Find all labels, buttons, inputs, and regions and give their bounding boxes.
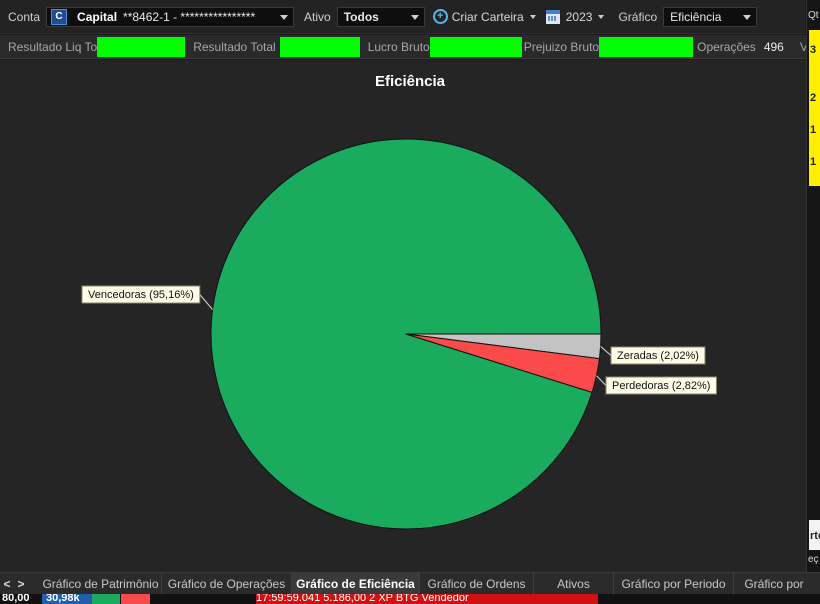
right-panel-value-4: 1: [810, 156, 817, 168]
strip-left-value: 80,00: [2, 594, 30, 604]
leader-line: [199, 294, 213, 310]
calendar-icon: [545, 9, 560, 24]
operations-label: Operações: [697, 39, 756, 54]
gross-profit-redacted: [429, 36, 522, 57]
tab-patrimonio[interactable]: Gráfico de Patrimônio: [40, 572, 162, 595]
caret-down-icon: [529, 14, 536, 19]
tabs-prev-button[interactable]: <: [3, 576, 11, 591]
svg-text:Zeradas (2,02%): Zeradas (2,02%): [617, 350, 699, 362]
conta-label: Conta: [8, 9, 41, 24]
operations-value: 496: [763, 39, 784, 54]
right-panel-value-3: 1: [810, 124, 817, 136]
year-select[interactable]: 2023: [545, 9, 605, 24]
tab-ordens[interactable]: Gráfico de Ordens: [420, 572, 534, 595]
create-portfolio-button[interactable]: + Criar Carteira: [432, 9, 536, 24]
create-portfolio-label: Criar Carteira: [451, 9, 524, 24]
chart-title: Eficiência: [375, 73, 446, 90]
strip-trade-row: 17:59:59.041 5.186,00 2 XP BTG Vendedor: [256, 594, 598, 604]
winners-label: Vencedora: [792, 40, 806, 54]
chevron-down-icon: [280, 14, 289, 20]
caret-down-icon: [598, 14, 605, 19]
right-panel-value-1: 3: [810, 44, 817, 56]
right-panel-bottom-1: rte: [810, 530, 820, 542]
chart-type-select[interactable]: Eficiência: [663, 6, 758, 27]
plus-circle-icon: +: [432, 9, 448, 24]
asset-select[interactable]: Todos: [336, 6, 425, 27]
right-panel-header: Qt: [808, 10, 819, 21]
right-panel-value-2: 2: [810, 92, 817, 104]
asset-select-value: Todos: [343, 9, 379, 24]
capital-logo-icon: C: [51, 8, 68, 25]
pie-label-perdedoras: Perdedoras (2,82%): [605, 376, 717, 395]
leader-line: [600, 345, 612, 356]
tab-periodo[interactable]: Gráfico por Periodo: [614, 572, 734, 595]
strip-blue-value: 30,98k: [42, 594, 92, 604]
pie-labels: Vencedoras (95,16%) Zeradas (2,02%) Perded…: [81, 285, 717, 395]
gross-loss-redacted: [599, 36, 694, 57]
account-number: **8462-1 - ****************: [123, 9, 256, 24]
account-select[interactable]: C Capital **8462-1 - ****************: [46, 6, 295, 27]
stats-bar: Resultado Liq To Resultado Total Lucro B…: [0, 35, 806, 59]
svg-text:Perdedoras (2,82%): Perdedoras (2,82%): [612, 380, 710, 392]
chart-type-value: Eficiência: [670, 9, 722, 24]
strip-red-bar: [121, 594, 150, 604]
gross-profit-label: Lucro Bruto: [367, 39, 430, 54]
year-value: 2023: [565, 9, 593, 24]
tab-operacoes[interactable]: Gráfico de Operações: [162, 572, 292, 595]
account-name: Capital: [77, 9, 118, 24]
pie-chart: Eficiência Vencedoras (95,16%) Zeradas (2…: [81, 73, 717, 530]
bottom-strip: 80,00 30,98k 17:59:59.041 5.186,00 2 XP …: [0, 594, 820, 604]
leader-line: [596, 375, 607, 386]
right-panel-bottom-2: eç: [808, 554, 819, 565]
tabs-next-button[interactable]: >: [17, 576, 25, 591]
tab-ativos[interactable]: Ativos: [534, 572, 614, 595]
ativo-label: Ativo: [304, 9, 331, 24]
efficiency-chart: Eficiência Vencedoras (95,16%) Zeradas (2…: [0, 60, 806, 572]
total-result-redacted: [279, 36, 360, 57]
pie-label-zeradas: Zeradas (2,02%): [610, 346, 706, 365]
svg-text:Vencedoras (95,16%): Vencedoras (95,16%): [88, 289, 194, 301]
net-result-redacted: [97, 36, 186, 57]
right-panel-highlight: [809, 30, 820, 186]
chevron-down-icon: [410, 14, 419, 20]
tab-por[interactable]: Gráfico por: [744, 576, 804, 591]
strip-green-bar: [92, 594, 120, 604]
pie-label-vencedoras: Vencedoras (95,16%): [81, 285, 201, 304]
chevron-down-icon: [743, 14, 752, 20]
toolbar: Conta C Capital **8462-1 - *************…: [0, 0, 805, 34]
gross-loss-label: Prejuizo Bruto: [523, 39, 600, 54]
chart-tabs: < > Gráfico de Patrimônio Gráfico de Ope…: [0, 572, 820, 595]
pie-slices: [210, 138, 602, 530]
net-result-label: Resultado Liq To: [8, 39, 98, 54]
right-panel-white-box: [809, 520, 820, 550]
total-result-label: Resultado Total: [193, 39, 276, 54]
tab-eficiencia[interactable]: Gráfico de Eficiência: [292, 572, 420, 595]
grafico-label: Gráfico: [618, 9, 658, 24]
right-panel: Qt 3 2 1 1 rte eç: [806, 0, 820, 572]
